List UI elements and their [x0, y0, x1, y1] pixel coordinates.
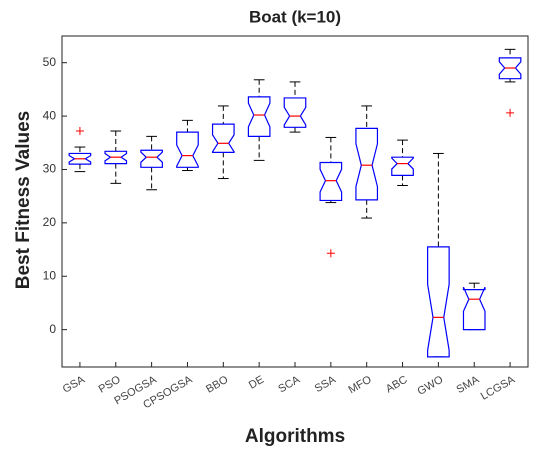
y-tick-label: 10	[43, 268, 57, 282]
box	[319, 161, 343, 202]
outlier	[75, 127, 84, 136]
x-tick-label: SMA	[455, 373, 482, 396]
y-axis-label: Best Fitness Values	[13, 111, 34, 289]
chart-title: Boat (k=10)	[249, 7, 341, 26]
outlier	[326, 249, 335, 258]
x-axis-label: Algorithms	[245, 426, 345, 447]
x-tick-label: GSA	[61, 373, 88, 395]
box	[283, 97, 307, 128]
box	[498, 57, 522, 80]
x-tick-label: SCA	[276, 373, 302, 395]
box	[140, 149, 163, 168]
outlier	[506, 108, 515, 117]
box	[427, 246, 450, 358]
y-tick-label: 30	[43, 162, 57, 176]
x-tick-label: MFO	[346, 374, 374, 397]
box	[355, 127, 379, 201]
box	[247, 96, 271, 137]
y-tick-label: 0	[49, 322, 56, 336]
box	[104, 150, 128, 165]
box	[462, 286, 486, 331]
x-tick-label: DE	[247, 374, 266, 392]
x-tick-label: SSA	[313, 373, 339, 395]
y-tick-label: 20	[43, 215, 57, 229]
x-tick-label: LCGSA	[479, 373, 518, 402]
x-tick-label: ABC	[384, 374, 410, 396]
x-tick-label: GWO	[416, 374, 446, 398]
y-tick-label: 40	[43, 108, 57, 122]
box	[68, 152, 92, 165]
x-tick-label: BBO	[204, 374, 231, 396]
box	[176, 131, 199, 168]
box	[211, 123, 235, 153]
box	[391, 156, 414, 176]
y-tick-label: 50	[43, 55, 57, 69]
